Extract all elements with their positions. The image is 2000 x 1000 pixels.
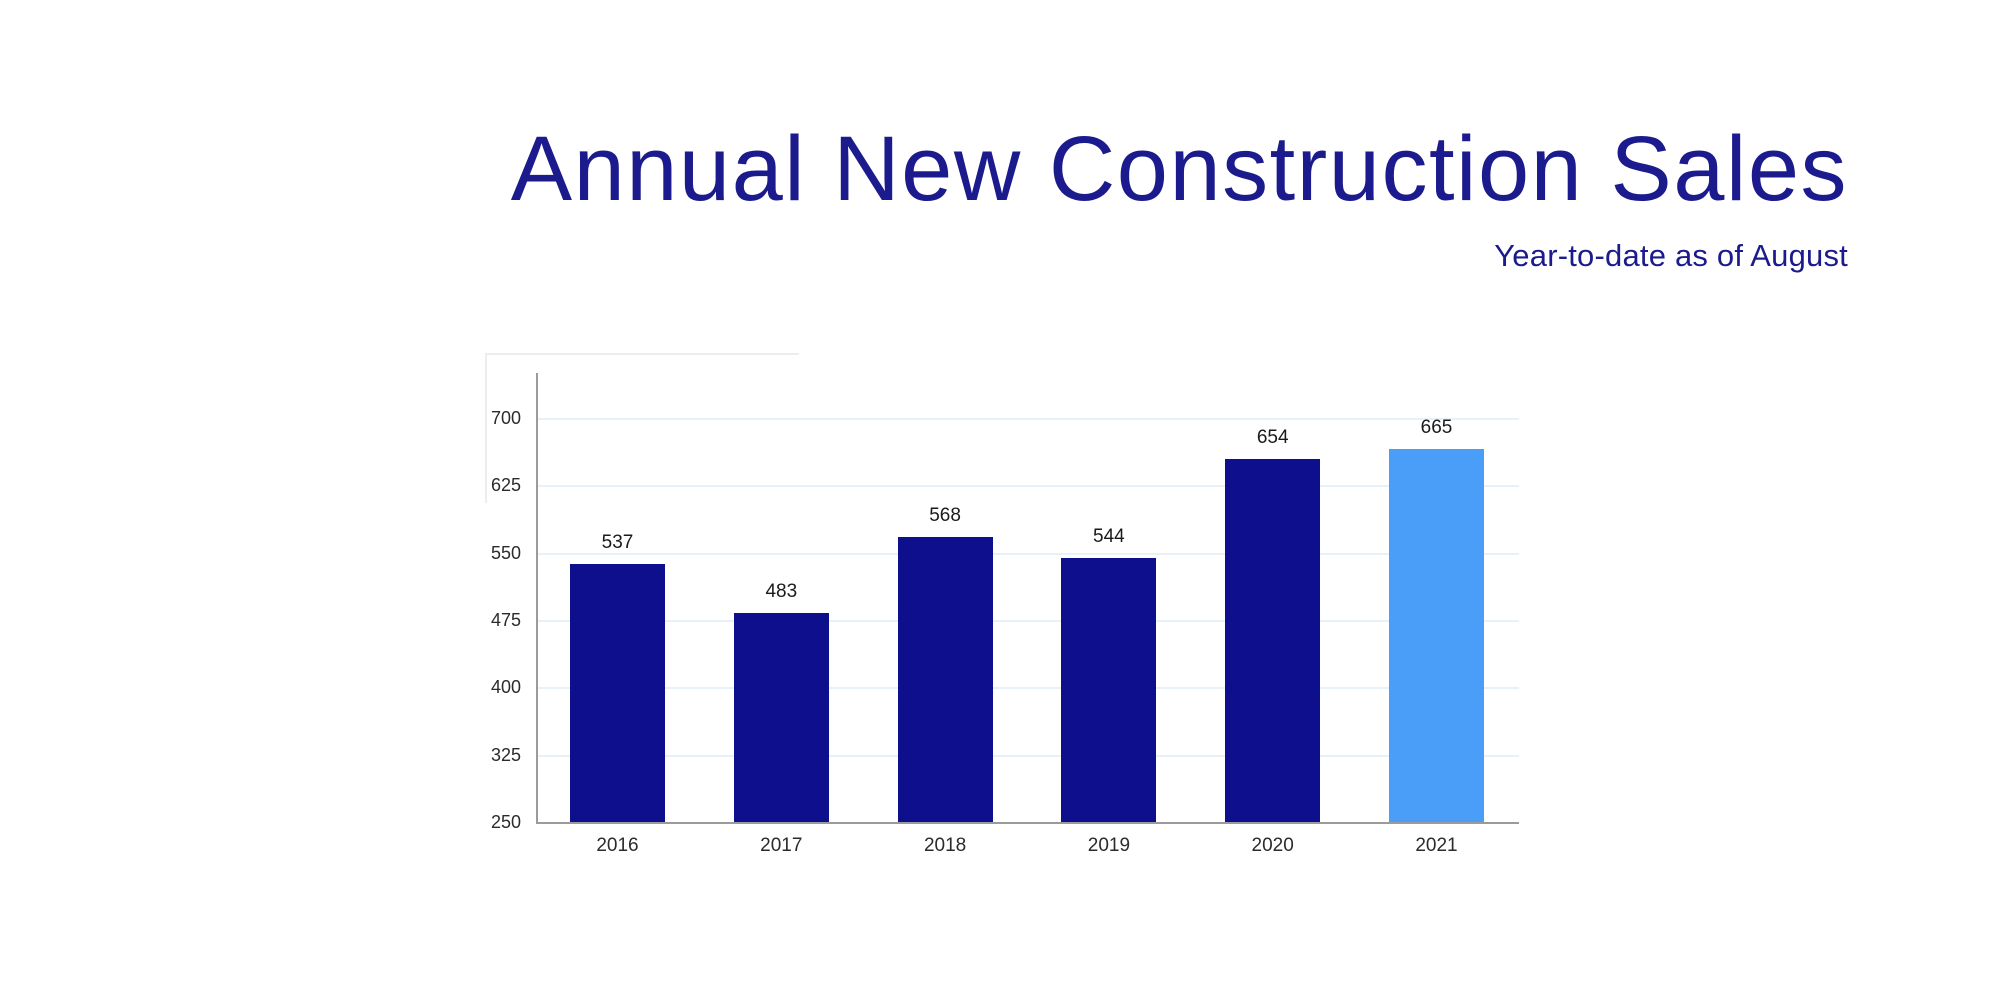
x-axis-label-2020: 2020 xyxy=(1251,835,1294,856)
bar-value-2021: 665 xyxy=(1420,417,1453,439)
bar-2021 xyxy=(1389,449,1484,822)
y-axis-label-550: 550 xyxy=(490,543,521,563)
x-axis-line xyxy=(537,822,1519,824)
y-axis-label-700: 700 xyxy=(490,408,521,428)
gridline-325 xyxy=(537,755,1519,757)
y-axis-label-250: 250 xyxy=(490,812,521,832)
gridline-400 xyxy=(537,687,1519,689)
x-axis-label-2021: 2021 xyxy=(1415,835,1458,856)
faint-panel-left-edge xyxy=(485,353,487,503)
bar-2018 xyxy=(897,536,993,822)
x-axis-label-2017: 2017 xyxy=(760,835,803,856)
faint-panel-top-edge xyxy=(486,353,799,355)
x-axis-label-2016: 2016 xyxy=(596,835,639,856)
y-axis-label-475: 475 xyxy=(490,610,521,630)
gridline-475 xyxy=(537,620,1519,622)
x-axis-label-2018: 2018 xyxy=(923,835,967,856)
bar-2019 xyxy=(1061,558,1157,822)
y-axis-label-400: 400 xyxy=(490,677,521,697)
bar-value-2019: 544 xyxy=(1093,526,1125,548)
gridline-700 xyxy=(537,418,1519,420)
y-axis-label-325: 325 xyxy=(490,745,521,765)
bar-2016 xyxy=(570,564,665,822)
bar-2020 xyxy=(1225,459,1321,822)
bar-value-2016: 537 xyxy=(601,532,634,554)
x-axis-label-2019: 2019 xyxy=(1087,835,1131,856)
bar-value-2017: 483 xyxy=(765,580,798,602)
gridline-625 xyxy=(537,485,1519,487)
y-axis-line xyxy=(536,373,538,824)
y-axis-label-625: 625 xyxy=(490,475,521,495)
bar-value-2020: 654 xyxy=(1256,427,1289,449)
gridline-550 xyxy=(537,553,1519,555)
bar-value-2018: 568 xyxy=(929,504,961,526)
chart-subtitle: Year-to-date as of August xyxy=(1494,238,1848,273)
chart-title: Annual New Construction Sales xyxy=(510,118,1848,220)
bar-2017 xyxy=(733,612,829,822)
